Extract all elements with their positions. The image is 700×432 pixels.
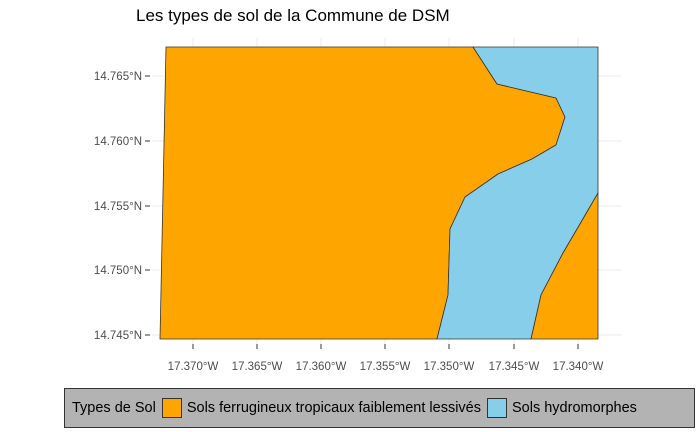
x-tick-label-6: 17.345°W: [489, 361, 540, 373]
y-tick-label-4: 14.750°N: [94, 265, 142, 277]
legend-title: Types de Sol: [72, 400, 156, 416]
legend-item-ferrugineux: Sols ferrugineux tropicaux faiblement le…: [161, 398, 481, 418]
legend-swatch-ferrugineux: [161, 398, 182, 418]
y-axis-ticks: [145, 75, 150, 336]
x-tick-label-1: 17.370°W: [168, 361, 219, 373]
legend-item-hydromorphes: Sols hydromorphes: [487, 398, 637, 418]
y-tick-label-5: 14.745°N: [94, 330, 142, 342]
x-tick-label-7: 17.340°W: [553, 361, 604, 373]
soil-zone-ferrugineux-east: [530, 191, 599, 340]
x-tick-label-5: 17.350°W: [424, 361, 475, 373]
x-tick-label-3: 17.360°W: [296, 361, 347, 373]
legend-swatch-hydromorphes: [487, 398, 507, 418]
map-title: Les types de sol de la Commune de DSM: [136, 6, 450, 25]
y-tick-label-2: 14.760°N: [94, 136, 142, 148]
x-tick-label-4: 17.355°W: [360, 361, 411, 373]
legend-label-hydromorphes: Sols hydromorphes: [512, 400, 637, 416]
legend-label-ferrugineux: Sols ferrugineux tropicaux faiblement le…: [186, 400, 481, 416]
legend: Types de Sol Sols ferrugineux tropicaux …: [64, 388, 695, 428]
y-tick-label-1: 14.765°N: [94, 71, 142, 83]
x-tick-label-2: 17.365°W: [232, 361, 283, 373]
x-axis-ticks: [192, 344, 579, 349]
y-tick-label-3: 14.755°N: [94, 201, 142, 213]
